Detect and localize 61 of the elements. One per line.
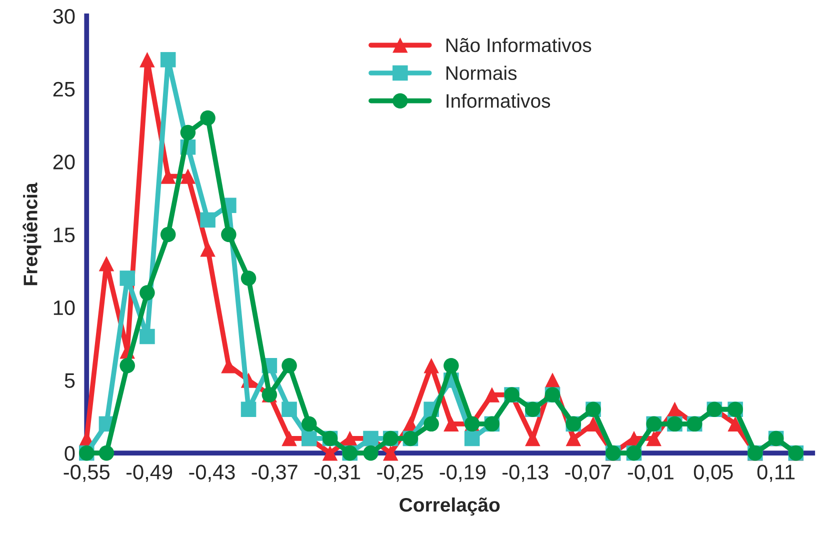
y-tick-label: 30: [53, 8, 75, 24]
point: [282, 358, 297, 374]
point: [363, 445, 378, 461]
y-tick-label: 10: [54, 300, 75, 316]
point: [200, 110, 216, 126]
point: [160, 52, 176, 68]
point: [240, 270, 256, 286]
x-tick-label: -0,19: [440, 464, 486, 482]
point: [98, 256, 114, 272]
point: [424, 358, 439, 374]
point: [140, 328, 155, 344]
x-tick-label: -0,31: [314, 464, 360, 482]
point: [301, 416, 317, 432]
x-axis-title: Correlação: [400, 497, 500, 516]
point: [200, 212, 216, 228]
point: [464, 430, 480, 446]
point: [444, 416, 459, 432]
point: [728, 416, 743, 432]
point: [382, 445, 398, 461]
legend-label: Não Informativos: [446, 38, 592, 52]
point: [200, 241, 216, 257]
point: [444, 358, 459, 374]
y-tick-label: 0: [64, 446, 75, 461]
x-tick-label: -0,37: [252, 464, 298, 482]
x-tick-label: -0,49: [126, 464, 172, 482]
point: [646, 430, 662, 446]
x-tick-label: 0,05: [694, 464, 733, 482]
point: [424, 416, 439, 432]
point: [667, 402, 682, 417]
point: [120, 270, 136, 286]
point: [180, 168, 196, 184]
x-tick-label: -0,07: [565, 464, 611, 482]
point: [160, 226, 176, 242]
point: [120, 358, 136, 374]
x-tick-label: -0,01: [628, 464, 674, 482]
point: [322, 445, 338, 461]
point: [544, 372, 560, 388]
x-tick-label: -0,25: [377, 464, 423, 482]
point: [240, 402, 256, 417]
point: [566, 430, 582, 446]
point: [282, 402, 297, 417]
y-tick-label: 25: [53, 82, 75, 97]
y-axis-title: Freqüência: [22, 182, 42, 286]
y-tick-label: 15: [54, 228, 75, 242]
point: [140, 285, 155, 300]
x-tick-label: -0,13: [502, 464, 548, 482]
legend-label: Normais: [446, 66, 517, 80]
point: [221, 226, 236, 242]
x-tick-label: -0,43: [189, 464, 235, 482]
point: [282, 430, 297, 446]
point: [484, 387, 500, 402]
point: [586, 416, 601, 432]
point: [525, 430, 540, 446]
legend-label: Informativos: [446, 94, 550, 108]
y-tick-label: 5: [64, 373, 75, 388]
y-tick-label: 20: [53, 154, 75, 170]
point: [140, 52, 155, 68]
x-tick-label: -0,55: [64, 464, 110, 482]
point: [98, 445, 114, 461]
point: [180, 124, 196, 140]
x-tick-label: 0,11: [757, 464, 795, 482]
